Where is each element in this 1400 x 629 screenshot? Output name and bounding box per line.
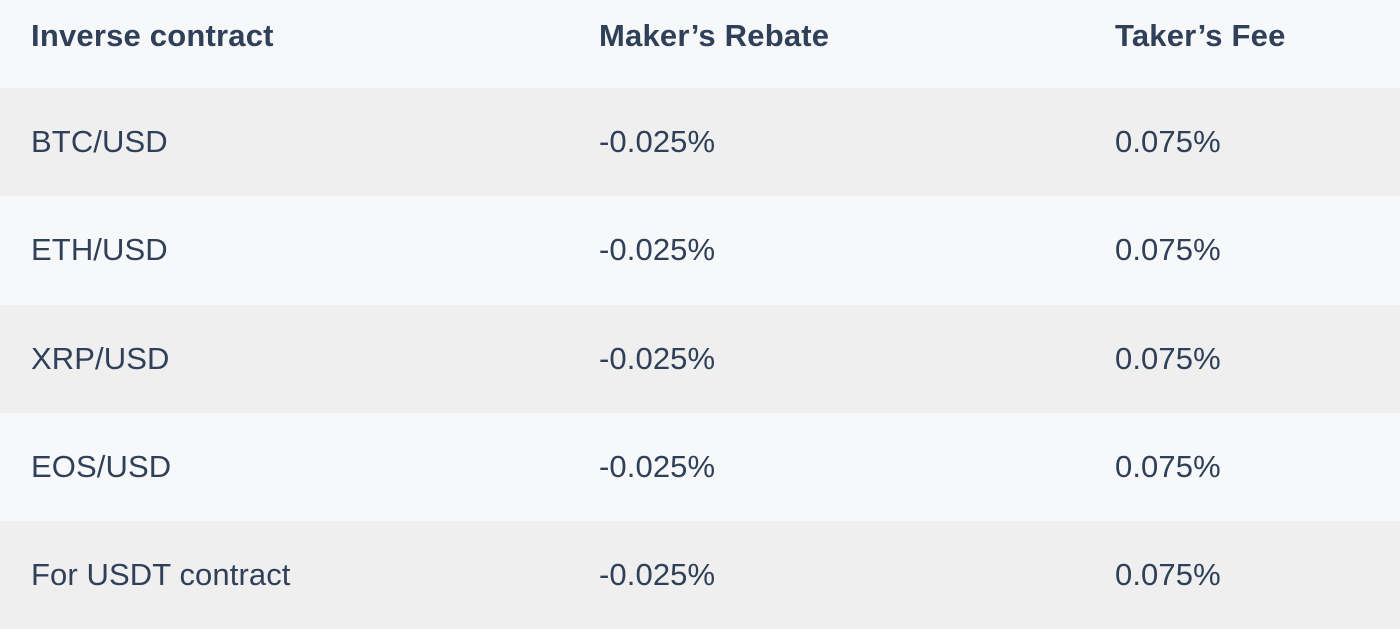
- table-row: ETH/USD -0.025% 0.075%: [0, 196, 1400, 305]
- maker-rebate-cell: -0.025%: [599, 449, 716, 485]
- table-row: XRP/USD -0.025% 0.075%: [0, 304, 1400, 413]
- taker-fee-cell: 0.075%: [1115, 232, 1221, 268]
- maker-rebate-cell: -0.025%: [599, 124, 716, 160]
- taker-fee-cell: 0.075%: [1115, 449, 1221, 485]
- contract-cell: ETH/USD: [31, 232, 168, 268]
- table-row: BTC/USD -0.025% 0.075%: [0, 88, 1400, 197]
- table-header-row: Inverse contract Maker’s Rebate Taker’s …: [0, 0, 1400, 88]
- maker-rebate-cell: -0.025%: [599, 340, 716, 376]
- maker-rebate-cell: -0.025%: [599, 232, 716, 268]
- header-takers-fee: Taker’s Fee: [1115, 18, 1286, 53]
- contract-cell: EOS/USD: [31, 449, 172, 485]
- contract-cell: For USDT contract: [31, 557, 291, 593]
- header-inverse-contract: Inverse contract: [31, 18, 274, 53]
- taker-fee-cell: 0.075%: [1115, 124, 1221, 160]
- taker-fee-cell: 0.075%: [1115, 340, 1221, 376]
- contract-cell: XRP/USD: [31, 340, 170, 376]
- taker-fee-cell: 0.075%: [1115, 557, 1221, 593]
- table-row: EOS/USD -0.025% 0.075%: [0, 412, 1400, 522]
- contract-cell: BTC/USD: [31, 124, 168, 160]
- maker-rebate-cell: -0.025%: [599, 557, 716, 593]
- header-makers-rebate: Maker’s Rebate: [599, 18, 830, 53]
- table-row: For USDT contract -0.025% 0.075%: [0, 521, 1400, 629]
